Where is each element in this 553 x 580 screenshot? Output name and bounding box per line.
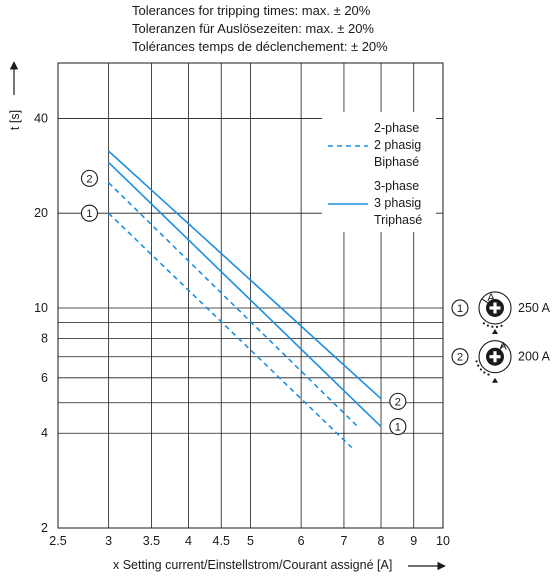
curve-marker-2-text: 2 <box>86 173 92 185</box>
curve-marker-1-circle <box>389 418 407 436</box>
dial-index-arrow <box>492 328 498 334</box>
dial-marker-1: 1 <box>451 299 469 317</box>
x-tick-label: 2.5 <box>49 534 66 548</box>
chart-legend: 2-phase 2 phasig Biphasé 3-phase 3 phasig Tri… <box>322 112 436 232</box>
dial-dot <box>487 373 490 376</box>
y-tick-label: 4 <box>41 426 48 440</box>
curve-marker-2: 2 <box>80 169 99 187</box>
series-line-3-phase-1 <box>108 161 382 428</box>
legend-label: 3 phasig <box>374 196 421 210</box>
curve-marker-1-text: 1 <box>86 208 92 220</box>
x-tick-label: 9 <box>410 534 417 548</box>
curve-marker-2-text: 2 <box>395 396 401 408</box>
legend-label: 2 phasig <box>374 138 421 152</box>
y-tick-label: 20 <box>34 206 48 220</box>
dial-marker-2-text: 2 <box>457 352 463 364</box>
dial-dot <box>486 324 489 327</box>
curve-marker-1-text: 1 <box>395 422 401 434</box>
dial-marker-2: 2 <box>451 348 469 366</box>
dial-marker-2-circle <box>451 348 469 366</box>
y-tick-label: 6 <box>41 371 48 385</box>
legend-box <box>322 112 436 232</box>
dial-letter: A <box>487 292 495 304</box>
y-tick-label: 8 <box>41 331 48 345</box>
curve-markers: 2 1 2 1 <box>80 169 407 436</box>
legend-label: Triphasé <box>374 213 422 227</box>
dial-legend: 1 A 250 A 2 A 200 A <box>447 287 551 383</box>
dial-entry-1: 1 A 250 A <box>447 287 551 334</box>
legend-label: Biphasé <box>374 155 419 169</box>
x-tick-label: 10 <box>436 534 450 548</box>
curve-marker-2-circle <box>80 169 99 187</box>
dial-pointer <box>481 298 488 304</box>
tolerance-note-en: Tolerances for tripping times: max. ± 20… <box>132 3 371 18</box>
y-tick-label: 40 <box>34 111 48 125</box>
x-tick-label: 7 <box>340 534 347 548</box>
dial-letter: A <box>499 341 507 353</box>
x-tick-label: 4 <box>185 534 192 548</box>
x-tick-label: 3 <box>105 534 112 548</box>
dial-value: 200 A <box>518 350 551 364</box>
x-tick-label: 6 <box>298 534 305 548</box>
curve-marker-2: 2 <box>389 392 407 410</box>
chart-tick-labels: 2.5 3 3.5 4 4.5 5 6 7 8 9 10 2 4 6 8 10 20 40 <box>34 111 450 548</box>
series-line-2-phase-1 <box>108 212 353 449</box>
dial-dot <box>495 325 499 328</box>
legend-label: 3-phase <box>374 179 419 193</box>
dial-marker-1-circle <box>451 299 469 317</box>
dial-dot <box>482 322 485 325</box>
curve-marker-2-circle <box>389 392 407 410</box>
dial-pointer <box>499 343 505 350</box>
tolerance-note-fr: Tolérances temps de déclenchement: ± 20% <box>132 39 388 54</box>
x-tick-label: 5 <box>247 534 254 548</box>
chart-axes: t [s] x Setting current/Einstellstrom/Co… <box>8 61 446 572</box>
x-axis-label: x Setting current/Einstellstrom/Courant … <box>113 558 392 572</box>
curve-marker-1: 1 <box>389 418 407 436</box>
dial-dot <box>475 360 478 363</box>
dial-dot <box>479 368 482 371</box>
dial-dot <box>491 325 494 328</box>
curve-marker-1-circle <box>80 204 99 222</box>
series-line-2-phase-2 <box>108 182 360 429</box>
dial-marker-1-text: 1 <box>457 303 463 315</box>
dial-slot-v <box>493 351 497 363</box>
legend-label: 2-phase <box>374 121 419 135</box>
y-axis-label: t [s] <box>8 110 22 130</box>
tolerance-note-de: Toleranzen für Auslösezeiten: max. ± 20% <box>132 21 374 36</box>
dial-dot <box>477 364 480 367</box>
dial-dot <box>500 324 503 327</box>
x-tick-label: 3.5 <box>143 534 160 548</box>
series-line-3-phase-2 <box>108 150 382 400</box>
dial-slot-v <box>493 302 497 314</box>
dial-index-arrow <box>492 377 498 383</box>
curve-marker-1: 1 <box>80 204 99 222</box>
dial-entry-2: 2 A 200 A <box>447 336 551 383</box>
y-tick-label: 10 <box>34 301 48 315</box>
x-tick-label: 4.5 <box>213 534 230 548</box>
y-tick-label: 2 <box>41 521 48 535</box>
dial-dot <box>483 371 486 374</box>
x-tick-label: 8 <box>378 534 385 548</box>
dial-value: 250 A <box>518 301 551 315</box>
chart-series <box>108 150 382 449</box>
